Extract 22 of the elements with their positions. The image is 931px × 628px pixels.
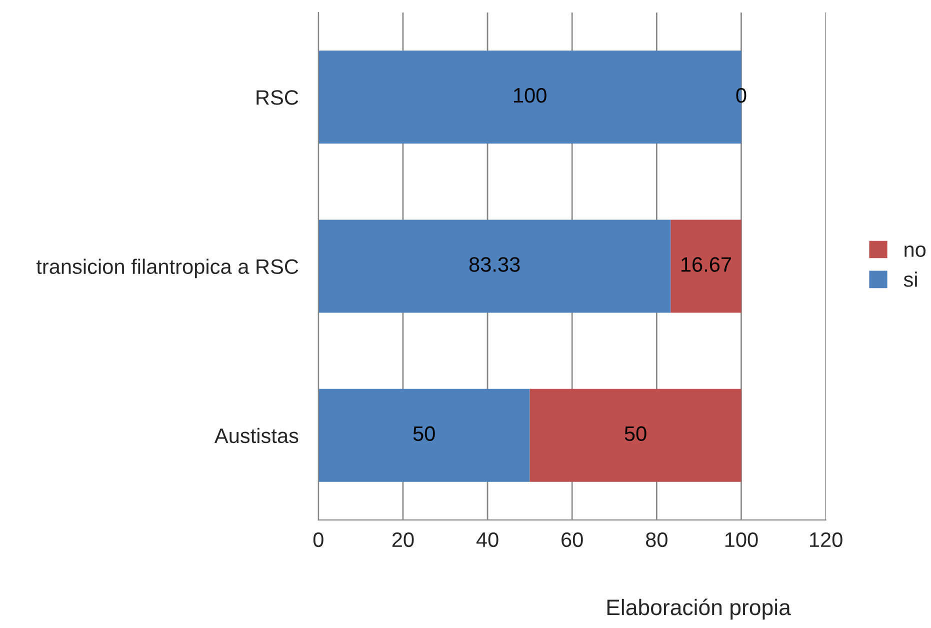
data-label: 50 [413,426,435,442]
legend-label: no [904,246,926,257]
data-label: 16.67 [682,257,732,272]
y-tick-label: Austistas [214,428,298,444]
text: Elaboración propia [607,598,791,620]
data-label: 50 [624,426,646,442]
x-tick-label: 60 [562,532,583,548]
x-tick-label: 100 [725,532,758,548]
x-tick-label: 120 [810,532,842,548]
y-tick-label: RSC [256,90,298,105]
x-tick-label: 40 [476,532,498,548]
bar [318,388,530,482]
bar [318,220,671,313]
data-label: 83.33 [469,257,520,272]
data-label: 100 [514,88,546,103]
bar [530,388,742,482]
x-tick-label: 20 [392,532,414,548]
bar [670,220,742,313]
y-tick-label: transicion filantropica a RSC [36,258,298,278]
x-tick-label: 80 [646,532,668,548]
legend-label: si [904,272,917,287]
x-tick-label: 0 [313,532,324,548]
